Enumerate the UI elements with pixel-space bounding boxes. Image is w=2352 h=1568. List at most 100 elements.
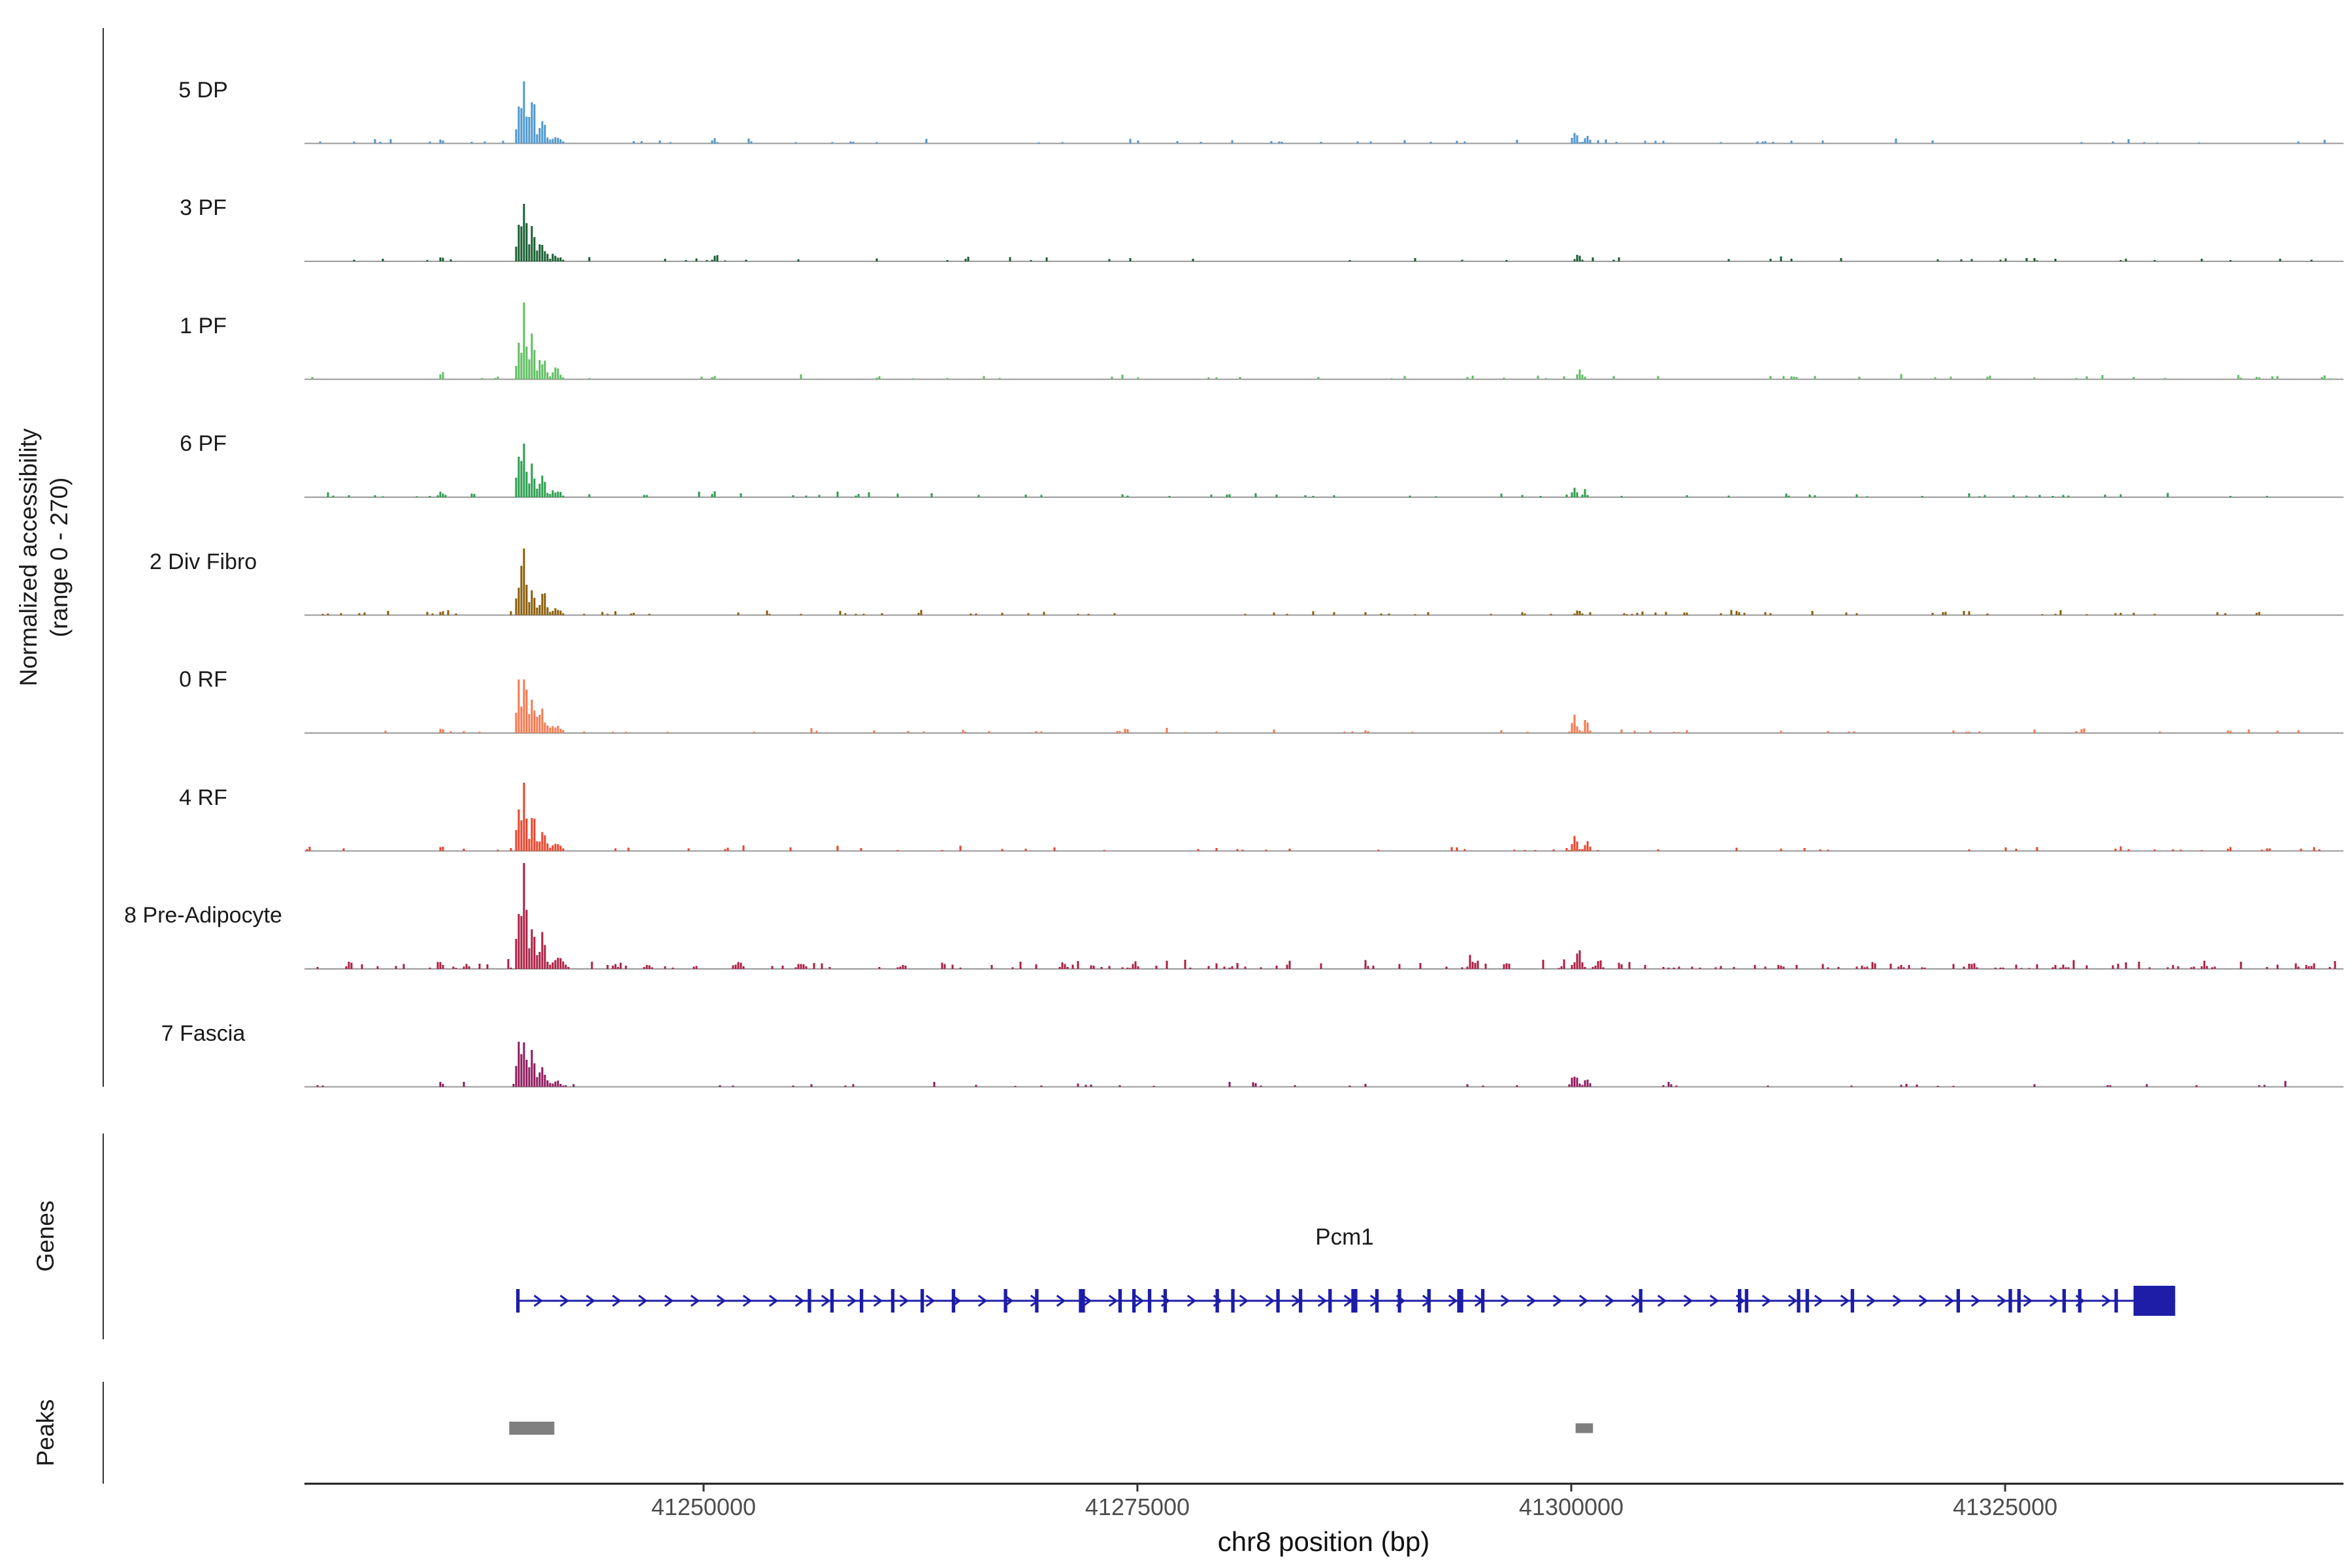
- strand-arrow-icon: [1683, 1294, 1693, 1307]
- strand-arrow-icon: [638, 1294, 648, 1307]
- strand-arrow-icon: [1944, 1294, 1955, 1307]
- gene-exon: [1163, 1289, 1168, 1313]
- coverage-track-5: [304, 548, 2344, 616]
- strand-arrow-icon: [559, 1294, 570, 1307]
- gene-name-label: Pcm1: [1315, 1224, 1374, 1250]
- gene-exon: [1375, 1289, 1379, 1313]
- strand-arrow-icon: [1840, 1294, 1850, 1307]
- strand-arrow-icon: [2101, 1294, 2112, 1307]
- gene-exon: [951, 1289, 956, 1313]
- gene-exon: [1737, 1289, 1742, 1313]
- strand-arrow-icon: [2049, 1294, 2059, 1307]
- track-label: 1 PF: [180, 313, 227, 338]
- gene-exon: [2062, 1289, 2066, 1313]
- strand-arrow-icon: [847, 1294, 857, 1307]
- coverage-signal: [306, 783, 2321, 851]
- track-label: 7 Fascia: [161, 1021, 246, 1046]
- gene-exon: [2017, 1289, 2021, 1313]
- gene-exon: [1231, 1289, 1235, 1313]
- track-label: 0 RF: [179, 667, 227, 692]
- peak-region: [1575, 1423, 1593, 1433]
- strand-arrow-icon: [1448, 1294, 1458, 1307]
- track-label: 8 Pre-Adipocyte: [124, 903, 282, 928]
- gene-exon: [830, 1289, 834, 1313]
- gene-exon: [1215, 1289, 1219, 1313]
- gene-exon: [1805, 1289, 1809, 1313]
- strand-arrow-icon: [1605, 1294, 1615, 1307]
- gene-exon: [920, 1289, 924, 1313]
- strand-arrow-icon: [533, 1294, 544, 1307]
- gene-exon: [1079, 1289, 1085, 1313]
- gene-exon: [890, 1289, 895, 1313]
- track-label: 4 RF: [179, 785, 227, 810]
- gene-exon: [1797, 1289, 1801, 1313]
- strand-arrow-icon: [1997, 1294, 2007, 1307]
- coverage-track-3: [304, 302, 2344, 380]
- track-label: 6 PF: [180, 431, 227, 456]
- strand-arrow-icon: [1788, 1294, 1798, 1307]
- coverage-track-2: [304, 204, 2344, 262]
- gene-exon: [1298, 1289, 1303, 1313]
- gene-exon: [1639, 1289, 1642, 1313]
- strand-arrow-icon: [1709, 1294, 1720, 1307]
- x-axis-tick-label: 41325000: [1952, 1494, 2058, 1520]
- gene-exon: [1397, 1289, 1401, 1313]
- strand-arrow-icon: [690, 1294, 700, 1307]
- track-label: 5 DP: [178, 77, 228, 103]
- gene-exon: [1132, 1289, 1136, 1313]
- x-axis-tick-label: 41250000: [651, 1494, 756, 1520]
- peak-region: [509, 1422, 555, 1435]
- coverage-signal: [353, 204, 2313, 261]
- strand-arrow-icon: [612, 1294, 622, 1307]
- strand-arrow-icon: [1761, 1294, 1772, 1307]
- coverage-signal: [316, 1041, 2287, 1087]
- gene-exon: [1276, 1289, 1280, 1313]
- coverage-signal: [316, 863, 2336, 969]
- strand-arrow-icon: [1056, 1294, 1066, 1307]
- coverage-track-9: [304, 1041, 2344, 1088]
- strand-arrow-icon: [925, 1294, 936, 1307]
- strand-arrow-icon: [1918, 1294, 1929, 1307]
- track-label: 3 PF: [180, 195, 227, 220]
- strand-arrow-icon: [664, 1294, 674, 1307]
- strand-arrow-icon: [1814, 1294, 1824, 1307]
- strand-arrow-icon: [821, 1294, 831, 1307]
- strand-arrow-icon: [1239, 1294, 1249, 1307]
- coverage-track-7: [304, 783, 2344, 852]
- coverage-track-1: [304, 81, 2344, 144]
- gene-exon: [1480, 1289, 1485, 1313]
- strand-arrow-icon: [585, 1294, 596, 1307]
- coverage-track-8: [304, 863, 2344, 970]
- gene-exon: [1457, 1289, 1463, 1313]
- gene-exon: [1328, 1289, 1332, 1313]
- strand-arrow-icon: [873, 1294, 883, 1307]
- strand-arrow-icon: [2023, 1294, 2033, 1307]
- strand-arrow-icon: [899, 1294, 909, 1307]
- strand-arrow-icon: [1500, 1294, 1511, 1307]
- strand-arrow-icon: [977, 1294, 988, 1307]
- strand-arrow-icon: [1526, 1294, 1537, 1307]
- gene-exon: [1351, 1289, 1358, 1313]
- coverage-signal: [311, 302, 2331, 380]
- gene-exon: [1118, 1289, 1122, 1313]
- strand-arrow-icon: [1134, 1294, 1145, 1307]
- gene-exon: [808, 1289, 811, 1313]
- gene-exon: [1427, 1289, 1431, 1313]
- strand-arrow-icon: [1552, 1294, 1563, 1307]
- gene-exon: [1147, 1289, 1152, 1313]
- gene-exon: [2008, 1289, 2012, 1313]
- strand-arrow-icon: [1317, 1294, 1328, 1307]
- strand-arrow-icon: [716, 1294, 727, 1307]
- coverage-signal: [321, 548, 2261, 615]
- gene-terminal-exon: [2133, 1286, 2176, 1316]
- gene-exon: [1956, 1289, 1960, 1313]
- gene-exon: [516, 1289, 520, 1313]
- strand-arrow-icon: [794, 1294, 805, 1307]
- coverage-track-6: [304, 679, 2344, 734]
- x-axis-title: chr8 position (bp): [1217, 1526, 1430, 1557]
- strand-arrow-icon: [1578, 1294, 1589, 1307]
- gene-exon: [1004, 1289, 1007, 1313]
- strand-arrow-icon: [1265, 1294, 1275, 1307]
- gene-model: [516, 1286, 2176, 1316]
